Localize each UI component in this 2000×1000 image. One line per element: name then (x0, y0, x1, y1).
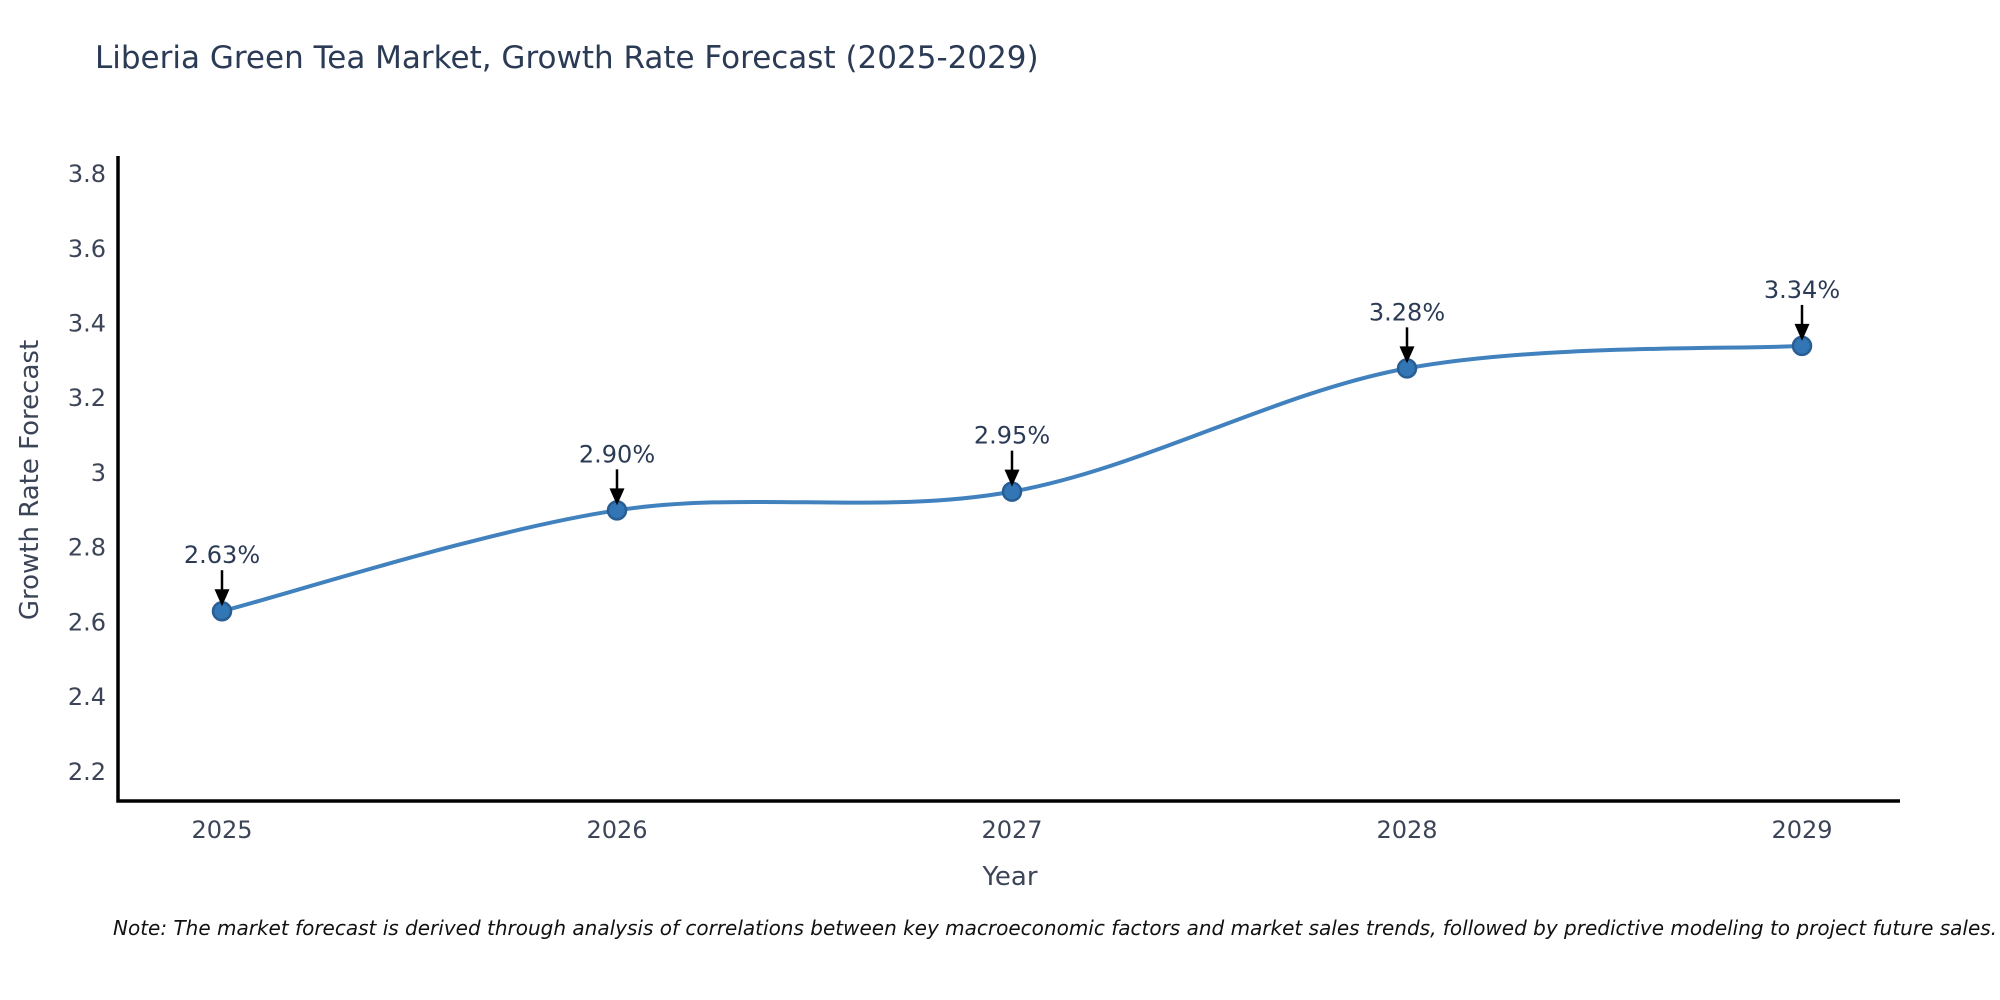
annotation-arrow-head (1004, 469, 1020, 487)
x-tick-label: 2028 (1376, 816, 1437, 844)
data-point-value-label: 2.95% (974, 422, 1050, 450)
y-tick-label: 3 (91, 459, 106, 487)
data-point-group: 2.63% (184, 541, 260, 622)
chart-title: Liberia Green Tea Market, Growth Rate Fo… (95, 40, 1039, 76)
data-point-group: 2.90% (579, 440, 655, 521)
y-tick-label: 3.2 (68, 384, 106, 412)
annotation-arrow-head (214, 589, 230, 607)
y-tick-label: 3.8 (68, 160, 106, 188)
data-point-value-label: 3.28% (1369, 298, 1445, 326)
y-tick-label: 2.4 (68, 683, 106, 711)
footnote: Note: The market forecast is derived thr… (113, 916, 1998, 940)
data-point-value-label: 2.63% (184, 541, 260, 569)
y-tick-label: 2.6 (68, 608, 106, 636)
data-point-group: 3.28% (1369, 298, 1445, 379)
data-point-value-label: 3.34% (1764, 276, 1840, 304)
y-tick-label: 2.2 (68, 758, 106, 786)
annotation-arrow-head (1794, 323, 1810, 341)
y-tick-label: 2.8 (68, 534, 106, 562)
x-axis-title: Year (982, 862, 1038, 892)
x-tick-label: 2029 (1771, 816, 1832, 844)
x-tick-label: 2026 (586, 816, 647, 844)
annotation-arrow-head (609, 488, 625, 506)
y-tick-label: 3.6 (68, 235, 106, 263)
x-tick-label: 2027 (981, 816, 1042, 844)
annotation-arrow-head (1399, 346, 1415, 364)
axis-lines (116, 156, 1900, 803)
y-tick-label: 3.4 (68, 310, 106, 338)
data-point-group: 2.95% (974, 422, 1050, 502)
data-point-value-label: 2.90% (579, 440, 655, 468)
data-point-group: 3.34% (1764, 276, 1840, 357)
x-tick-label: 2025 (191, 816, 252, 844)
